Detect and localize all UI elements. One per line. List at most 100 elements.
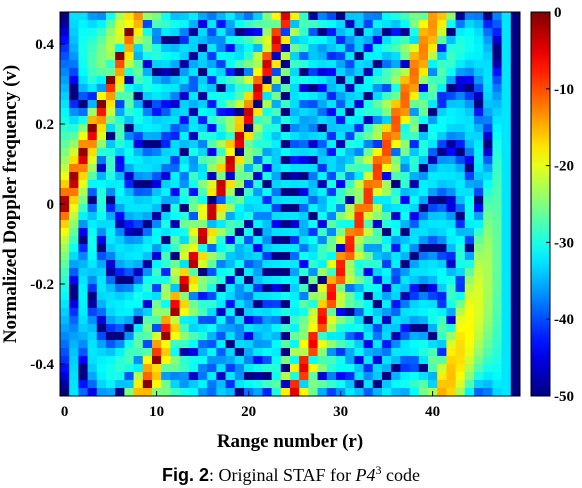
heatmap-cell [372, 60, 383, 69]
heatmap-cell [198, 236, 208, 245]
heatmap-cell [133, 116, 144, 125]
heatmap-cell [483, 140, 493, 149]
heatmap-cell [336, 60, 346, 69]
heatmap-cell [290, 316, 300, 325]
heatmap-cell [299, 332, 309, 341]
heatmap-cell [96, 180, 107, 189]
heatmap-cell [492, 348, 502, 357]
heatmap-cell [133, 44, 144, 53]
heatmap-cell [501, 188, 512, 197]
heatmap-cell [354, 180, 364, 189]
heatmap-cell [179, 180, 190, 189]
heatmap-cell [262, 340, 272, 349]
heatmap-cell [299, 340, 309, 349]
heatmap-cell [262, 196, 272, 205]
heatmap-cell [60, 68, 70, 77]
heatmap-cell [308, 268, 318, 277]
heatmap-cell [124, 236, 134, 245]
heatmap-cell [428, 268, 438, 277]
heatmap-cell [234, 188, 245, 197]
heatmap-cell [124, 12, 134, 21]
heatmap-cell [124, 204, 134, 213]
heatmap-cell [464, 188, 475, 197]
heatmap-cell [400, 244, 410, 253]
heatmap-cell [152, 292, 162, 301]
heatmap-cell [262, 212, 272, 221]
heatmap-cell [372, 172, 383, 181]
heatmap-cell [188, 164, 199, 173]
heatmap-cell [133, 244, 144, 253]
heatmap-cell [308, 260, 318, 269]
heatmap-cell [170, 300, 180, 309]
heatmap-cell [308, 180, 318, 189]
heatmap-cell [225, 388, 236, 397]
heatmap-cell [124, 196, 134, 205]
heatmap-cell [262, 140, 272, 149]
heatmap-cell [299, 276, 309, 285]
heatmap-cell [483, 84, 493, 93]
heatmap-cell [510, 228, 521, 237]
heatmap-cell [363, 68, 374, 77]
heatmap-cell [244, 332, 254, 341]
heatmap-cell [290, 156, 300, 165]
heatmap-cell [161, 372, 171, 381]
heatmap-cell [179, 332, 190, 341]
heatmap-cell [271, 156, 282, 165]
heatmap-cell [418, 356, 429, 365]
heatmap-cell [290, 52, 300, 61]
heatmap-cell [382, 44, 392, 53]
heatmap-cell [60, 164, 70, 173]
heatmap-cell [133, 348, 144, 357]
heatmap-cell [106, 252, 116, 261]
heatmap-cell [308, 116, 318, 125]
heatmap-cell [69, 204, 79, 213]
heatmap-cell [501, 100, 512, 109]
heatmap-cell [179, 100, 190, 109]
heatmap-cell [492, 372, 502, 381]
heatmap-cell [253, 196, 263, 205]
heatmap-cell [455, 324, 466, 333]
heatmap-cell [437, 60, 447, 69]
heatmap-cell [455, 348, 466, 357]
heatmap-cell [336, 364, 346, 373]
heatmap-cell [510, 276, 521, 285]
heatmap-cell [60, 44, 70, 53]
heatmap-cell [418, 244, 429, 253]
heatmap-cell [69, 116, 79, 125]
heatmap-cell [280, 372, 291, 381]
heatmap-cell [225, 356, 236, 365]
heatmap-cell [464, 364, 475, 373]
heatmap-cell [290, 100, 300, 109]
heatmap-cell [363, 348, 374, 357]
heatmap-cell [152, 52, 162, 61]
heatmap-cell [372, 332, 383, 341]
heatmap-cell [474, 284, 484, 293]
heatmap-cell [280, 196, 291, 205]
y-tick-label: 0 [47, 197, 55, 213]
heatmap-cell [455, 316, 466, 325]
heatmap-cell [106, 292, 116, 301]
heatmap-cell [345, 316, 355, 325]
heatmap-cell [216, 276, 226, 285]
heatmap-cell [345, 364, 355, 373]
heatmap-cell [179, 108, 190, 117]
heatmap-cell [510, 212, 521, 221]
heatmap-cell [501, 156, 512, 165]
heatmap-cell [115, 356, 125, 365]
heatmap-cell [78, 300, 88, 309]
heatmap-cell [363, 108, 374, 117]
heatmap-cell [262, 156, 272, 165]
heatmap-cell [464, 132, 475, 141]
heatmap-cell [299, 180, 309, 189]
heatmap-cell [409, 300, 420, 309]
heatmap-cell [400, 60, 410, 69]
heatmap-cell [418, 292, 429, 301]
heatmap-cell [308, 60, 318, 69]
heatmap-cell [115, 284, 125, 293]
heatmap-cell [60, 12, 70, 21]
heatmap-cell [244, 236, 254, 245]
heatmap-cell [290, 284, 300, 293]
heatmap-cell [437, 356, 447, 365]
heatmap-cell [345, 340, 355, 349]
heatmap-cell [372, 156, 383, 165]
